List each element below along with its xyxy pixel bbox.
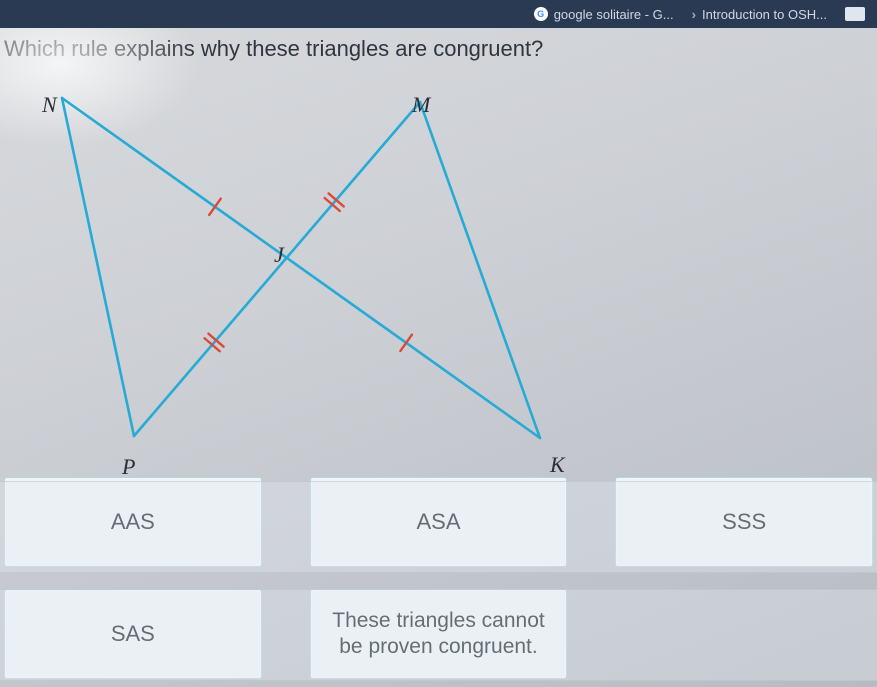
triangles-diagram: N P M K J (0, 68, 620, 468)
vertex-label-k: K (550, 452, 565, 478)
row-bg-1 (0, 481, 877, 573)
vertex-label-m: M (412, 92, 430, 118)
extension-badge-icon[interactable] (845, 7, 865, 21)
vertex-label-n: N (42, 92, 57, 118)
tab-label: google solitaire - G... (554, 7, 674, 22)
vertex-label-j: J (274, 242, 284, 268)
chevron-right-icon: › (692, 7, 696, 22)
question-text: Which rule explains why these triangles … (0, 28, 877, 62)
browser-tab-osh[interactable]: › Introduction to OSH... (692, 7, 827, 22)
google-favicon-icon: G (534, 7, 548, 21)
tab-label: Introduction to OSH... (702, 7, 827, 22)
browser-tab-solitaire[interactable]: G google solitaire - G... (534, 7, 674, 22)
row-bg-2 (0, 589, 877, 681)
browser-tab-strip: G google solitaire - G... › Introduction… (0, 0, 877, 28)
diagram-svg (0, 68, 620, 468)
answer-grid: AAS ASA SSS SAS These triangles cannot b… (0, 477, 877, 687)
